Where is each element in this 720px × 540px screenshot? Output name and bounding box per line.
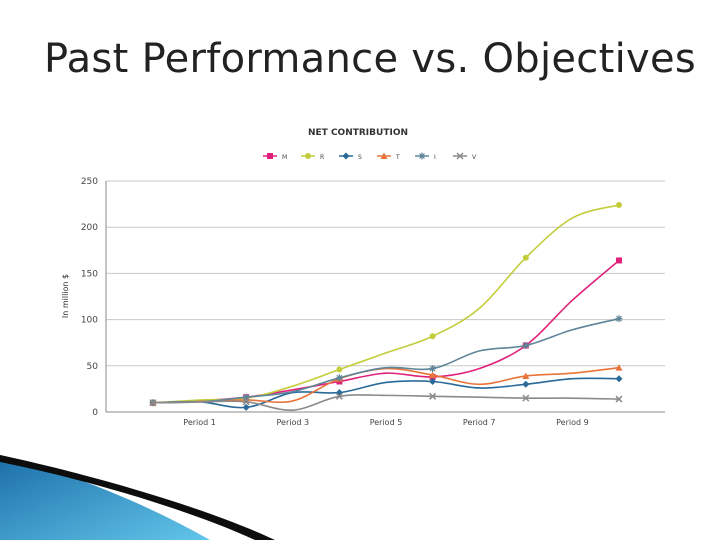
y-axis-ticks: 0 50 100 150 200 250 [81, 177, 98, 418]
x-tick-label: Period 3 [277, 418, 310, 427]
data-point [522, 394, 530, 402]
legend-marker [342, 152, 350, 160]
data-point [616, 257, 622, 264]
data-point [615, 395, 623, 403]
series-i [149, 315, 623, 407]
data-point [615, 375, 623, 383]
series-v [149, 392, 623, 411]
data-point [335, 374, 343, 382]
legend-item: I [415, 152, 436, 161]
y-tick-label: 150 [81, 269, 98, 279]
legend-item: V [453, 152, 477, 161]
legend-label: T [395, 154, 400, 161]
y-tick-label: 0 [92, 408, 98, 418]
data-point [242, 393, 250, 401]
y-tick-label: 200 [81, 223, 98, 233]
legend-item: M [263, 153, 287, 161]
data-point [429, 378, 437, 386]
data-point [149, 399, 157, 407]
series-r [150, 202, 622, 406]
legend-marker [456, 152, 464, 160]
data-point [429, 371, 437, 379]
legend-marker [305, 153, 311, 159]
chart-series [149, 202, 623, 411]
data-point [429, 365, 437, 373]
y-tick-label: 50 [87, 362, 99, 372]
series-line [152, 317, 620, 404]
series-line [152, 394, 620, 411]
data-point [522, 380, 530, 388]
legend-label: I [434, 154, 436, 161]
swoosh-black [0, 455, 275, 540]
data-point [429, 333, 436, 340]
legend-item: S [339, 152, 362, 161]
data-point [522, 254, 529, 261]
legend-item: R [301, 153, 324, 161]
legend-marker [380, 152, 388, 159]
series-s [149, 375, 623, 411]
y-axis-label: In million $ [61, 274, 70, 318]
x-tick-label: Period 1 [183, 418, 216, 427]
data-point [242, 403, 250, 411]
data-point [615, 315, 623, 323]
swoosh-blue [0, 455, 210, 540]
x-axis-ticks: Period 1 Period 3 Period 5 Period 7 Period 9 [183, 418, 588, 427]
data-point [616, 202, 622, 209]
y-tick-label: 100 [81, 316, 98, 326]
legend-label: M [282, 154, 287, 161]
data-point [522, 372, 530, 379]
x-tick-label: Period 7 [463, 418, 496, 427]
legend-marker [418, 152, 426, 160]
data-point [335, 392, 343, 400]
x-tick-label: Period 9 [556, 418, 589, 427]
data-point [522, 341, 530, 349]
data-point [242, 398, 250, 406]
legend-item: T [377, 152, 400, 161]
x-tick-label: Period 5 [370, 418, 403, 427]
data-point [336, 366, 343, 373]
data-point [429, 392, 437, 400]
y-tick-label: 250 [81, 177, 98, 187]
series-line [152, 366, 620, 404]
chart-grid [105, 180, 665, 413]
series-m [150, 257, 622, 406]
legend-label: R [320, 154, 324, 161]
data-point [335, 389, 343, 397]
chart-title: NET CONTRIBUTION [308, 128, 408, 138]
legend-label: S [358, 154, 362, 161]
legend-marker [267, 153, 273, 159]
slide-title: Past Performance vs. Objectives [44, 36, 697, 82]
series-line [152, 377, 620, 409]
data-point [615, 364, 623, 371]
legend-label: V [472, 154, 477, 161]
